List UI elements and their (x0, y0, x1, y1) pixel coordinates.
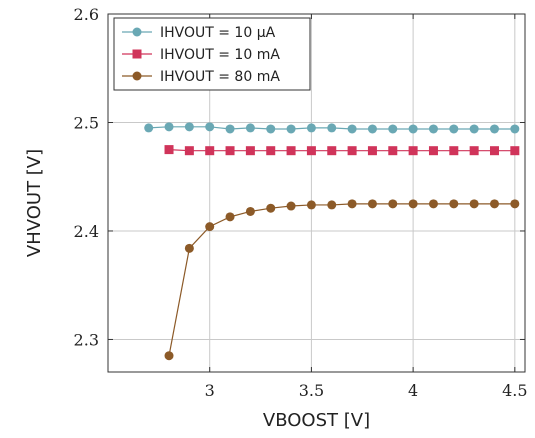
legend-label: IHVOUT = 10 mA (160, 47, 280, 63)
data-point (327, 200, 337, 210)
data-point (266, 203, 276, 213)
data-point (367, 146, 377, 156)
series-3 (164, 199, 520, 361)
series-line (168, 149, 515, 152)
data-point (510, 146, 520, 156)
data-point (205, 222, 215, 232)
y-tick-label: 2.4 (74, 222, 99, 241)
data-point (388, 124, 398, 134)
legend-marker (132, 49, 142, 59)
data-point (347, 146, 357, 156)
data-point (327, 146, 337, 156)
data-point (286, 201, 296, 211)
data-point (408, 146, 418, 156)
x-axis-title: VBOOST [V] (263, 410, 370, 431)
data-point (347, 199, 357, 209)
data-point (327, 123, 337, 133)
plot-frame (107, 13, 526, 373)
data-point (205, 122, 215, 132)
data-point (164, 145, 174, 155)
x-tick-label: 3 (205, 381, 215, 400)
data-point (408, 124, 418, 134)
data-point (469, 124, 479, 134)
x-tick-label: 4 (408, 381, 418, 400)
legend-label: IHVOUT = 10 µA (160, 25, 276, 41)
data-point (225, 146, 235, 156)
data-point (144, 123, 154, 133)
legend: IHVOUT = 10 µA IHVOUT = 10 mA IHVOUT = 80 … (113, 17, 311, 91)
data-point (489, 146, 499, 156)
data-point (266, 146, 276, 156)
data-point (184, 146, 194, 156)
data-point (184, 122, 194, 132)
series-2 (164, 145, 520, 156)
legend-label: IHVOUT = 80 mA (160, 69, 280, 85)
x-tick-label: 3.5 (299, 381, 324, 400)
x-tick-label: 4.5 (502, 381, 527, 400)
series-1 (144, 122, 520, 134)
data-point (306, 146, 316, 156)
data-point (510, 124, 520, 134)
data-point (245, 123, 255, 133)
y-tick-label: 2.6 (74, 5, 99, 24)
data-point (469, 146, 479, 156)
data-point (388, 199, 398, 209)
legend-marker (132, 27, 142, 37)
data-point (164, 351, 174, 361)
data-point (184, 243, 194, 253)
data-point (388, 146, 398, 156)
data-point (225, 212, 235, 222)
data-point (306, 200, 316, 210)
grid (108, 13, 525, 372)
data-point (489, 124, 499, 134)
data-point (510, 199, 520, 209)
data-point (408, 199, 418, 209)
ticks: 3 3.5 4 4.5 2.3 2.4 2.5 2.6 (74, 5, 528, 400)
series-layer (144, 122, 520, 361)
data-point (286, 146, 296, 156)
series-line (168, 203, 515, 356)
legend-marker (132, 71, 142, 81)
data-point (428, 146, 438, 156)
data-point (266, 124, 276, 134)
data-point (306, 123, 316, 133)
data-point (428, 199, 438, 209)
data-point (449, 146, 459, 156)
data-point (205, 146, 215, 156)
y-tick-label: 2.5 (74, 113, 99, 132)
data-point (225, 124, 235, 134)
data-point (245, 146, 255, 156)
data-point (164, 122, 174, 132)
legend-entry: IHVOUT = 10 µA (122, 25, 276, 41)
data-point (428, 124, 438, 134)
y-axis-title: VHVOUT [V] (24, 149, 45, 257)
data-point (449, 199, 459, 209)
data-point (347, 124, 357, 134)
y-tick-label: 2.3 (74, 330, 99, 349)
legend-entry: IHVOUT = 10 mA (122, 47, 280, 63)
data-point (489, 199, 499, 209)
data-point (469, 199, 479, 209)
data-point (367, 199, 377, 209)
data-point (449, 124, 459, 134)
data-point (245, 206, 255, 216)
data-point (367, 124, 377, 134)
legend-entry: IHVOUT = 80 mA (122, 69, 280, 85)
data-point (286, 124, 296, 134)
